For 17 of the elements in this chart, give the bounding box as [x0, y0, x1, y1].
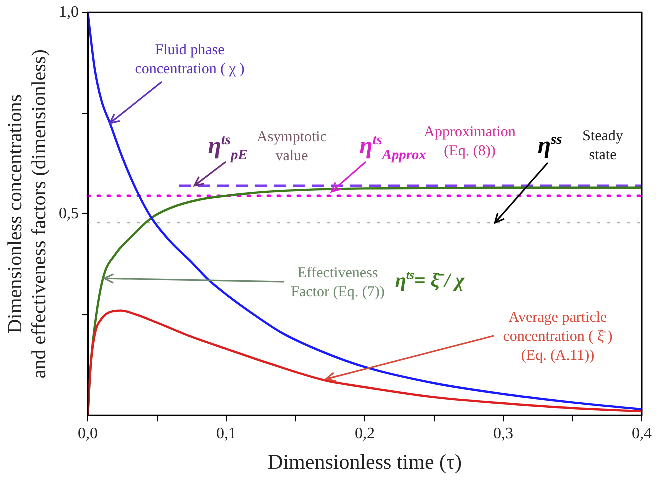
y-axis-title: Dimensionless concentrations and effectiveness factors (dimensionless) — [4, 50, 50, 379]
annotation: Average particle concentration ( ξ̄ ) (Eq. (A.11)) — [502, 308, 614, 366]
annotation: Fluid phase concentration ( χ ) — [134, 41, 246, 79]
x-tick-label: 0,0 — [78, 425, 98, 442]
x-tick-label: 0,4 — [632, 425, 652, 442]
y-tick-label: 1,0 — [59, 4, 79, 21]
annotation: η$^{ss}$ — [536, 131, 564, 161]
x-tick-label: 0,2 — [355, 425, 375, 442]
annotation: Effectiveness Factor (Eq. (7)) — [290, 264, 386, 302]
annotation: Asymptotic value — [256, 128, 328, 166]
line-series — [88, 12, 642, 411]
x-tick-label: 0,1 — [216, 425, 236, 442]
annotation: Steady state — [582, 127, 624, 165]
annotation: η$^{ts}$= ξ̄ / χ — [394, 268, 466, 294]
x-axis-title: Dimensionless time (τ) — [268, 450, 462, 474]
x-tick-label: 0,3 — [494, 425, 514, 442]
y-tick-label: 0,5 — [59, 205, 79, 222]
